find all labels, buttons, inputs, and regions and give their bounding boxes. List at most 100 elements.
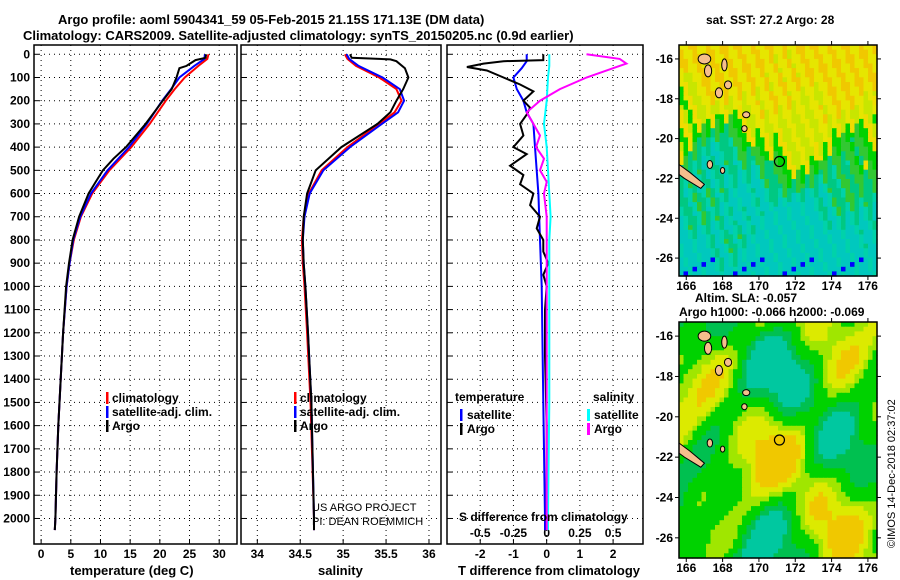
heatmap-cell <box>796 266 802 272</box>
heatmap-cell <box>710 359 716 366</box>
heatmap-cell <box>782 496 788 502</box>
heatmap-cell <box>706 496 712 502</box>
heatmap-cell <box>701 506 707 512</box>
heatmap-cell <box>832 68 838 74</box>
heatmap-cell <box>845 369 851 375</box>
heatmap-cell <box>755 211 761 217</box>
heatmap-cell <box>841 257 847 263</box>
heatmap-cell <box>805 151 811 157</box>
heatmap-cell <box>800 402 806 408</box>
heatmap-cell <box>719 397 725 403</box>
heatmap-cell <box>836 63 842 69</box>
heatmap-cell <box>778 364 784 370</box>
heatmap-cell <box>724 449 730 455</box>
heatmap-cell <box>733 77 739 83</box>
heatmap-cell <box>854 72 860 78</box>
heatmap-cell <box>787 553 793 559</box>
heatmap-cell <box>859 202 865 208</box>
heatmap-cell <box>710 449 716 455</box>
heatmap-cell <box>715 449 721 455</box>
heatmap-cell <box>778 496 784 502</box>
heatmap-cell <box>755 454 761 460</box>
heatmap-cell <box>800 496 806 502</box>
heatmap-cell <box>697 373 703 380</box>
heatmap-cell <box>845 229 851 235</box>
heatmap-cell <box>832 430 838 436</box>
heatmap-cell <box>805 548 811 554</box>
heatmap-cell <box>737 510 743 517</box>
heatmap-cell <box>773 425 779 432</box>
depth-tick-label: 1600 <box>3 419 30 433</box>
heatmap-cell <box>760 257 766 263</box>
heatmap-cell <box>782 234 788 240</box>
heatmap-cell <box>769 132 775 138</box>
heatmap-cell <box>746 340 752 347</box>
heatmap-cell <box>764 430 770 436</box>
heatmap-cell <box>692 248 698 254</box>
heatmap-cell <box>787 105 793 111</box>
heatmap-cell <box>679 109 685 115</box>
heatmap-cell <box>697 520 703 526</box>
heatmap-cell <box>841 539 847 545</box>
heatmap-cell <box>701 411 707 417</box>
heatmap-cell <box>863 271 869 277</box>
heatmap-cell <box>697 271 703 277</box>
heatmap-cell <box>827 369 833 375</box>
heatmap-cell <box>706 192 712 198</box>
heatmap-cell <box>782 529 788 535</box>
heatmap-cell <box>805 392 811 399</box>
heatmap-cell <box>800 91 806 97</box>
heatmap-cell <box>841 54 847 60</box>
heatmap-cell <box>800 183 806 189</box>
heatmap-cell <box>778 397 784 403</box>
heatmap-cell <box>719 520 725 526</box>
heatmap-cell <box>760 392 766 399</box>
heatmap-cell <box>755 421 761 427</box>
heatmap-cell <box>841 326 847 332</box>
heatmap-cell <box>863 252 869 259</box>
heatmap-cell <box>679 378 685 384</box>
heatmap-cell <box>769 435 775 441</box>
heatmap-cell <box>715 397 721 403</box>
heatmap-cell <box>719 402 725 408</box>
heatmap-cell <box>751 482 757 488</box>
heatmap-cell <box>715 160 721 166</box>
heatmap-cell <box>868 463 874 469</box>
heatmap-cell <box>683 257 689 263</box>
heatmap-cell <box>742 142 748 148</box>
heatmap-cell <box>872 58 878 65</box>
heatmap-cell <box>778 257 784 263</box>
s-legend-label: satellite <box>594 408 639 422</box>
heatmap-cell <box>728 257 734 263</box>
heatmap-cell <box>778 146 784 152</box>
heatmap-cell <box>733 392 739 399</box>
heatmap-cell <box>724 155 730 162</box>
heatmap-cell <box>688 322 694 328</box>
heatmap-cell <box>823 211 829 217</box>
heatmap-cell <box>796 534 802 540</box>
heatmap-cell <box>778 468 784 474</box>
heatmap-cell <box>814 425 820 432</box>
differences-series-t-argo <box>466 54 550 531</box>
heatmap-cell <box>809 553 815 559</box>
heatmap-cell <box>719 179 725 185</box>
heatmap-cell <box>832 45 838 51</box>
heatmap-cell <box>755 109 761 115</box>
heatmap-cell <box>841 553 847 559</box>
heatmap-cell <box>809 397 815 403</box>
heatmap-cell <box>850 160 856 166</box>
heatmap-cell <box>710 86 716 92</box>
heatmap-cell <box>710 197 716 203</box>
heatmap-cell <box>751 206 757 212</box>
heatmap-cell <box>800 197 806 203</box>
heatmap-cell <box>724 520 730 526</box>
heatmap-cell <box>733 407 739 413</box>
heatmap-cell <box>836 322 842 328</box>
heatmap-cell <box>715 326 721 332</box>
heatmap-cell <box>683 91 689 97</box>
heatmap-cell <box>800 388 806 394</box>
heatmap-cell <box>742 137 748 143</box>
heatmap-cell <box>787 548 793 554</box>
heatmap-cell <box>683 534 689 540</box>
heatmap-cell <box>755 174 761 180</box>
